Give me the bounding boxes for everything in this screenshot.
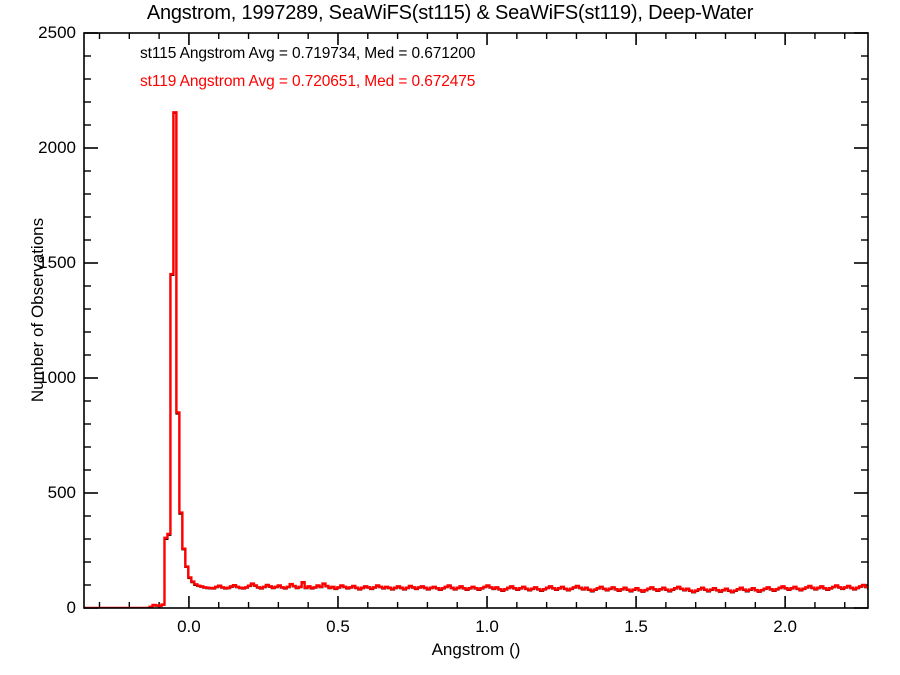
x-tick-label: 1.0 xyxy=(475,617,499,636)
series-st119 xyxy=(84,111,868,608)
y-tick-label: 1000 xyxy=(38,368,76,387)
y-axis-title: Number of Observations xyxy=(28,217,47,403)
x-tick-label: 0.5 xyxy=(326,617,350,636)
x-tick-label: 1.5 xyxy=(624,617,648,636)
annotation-st119: st119 Angstrom Avg = 0.720651, Med = 0.6… xyxy=(140,73,476,90)
y-tick-label: 500 xyxy=(47,483,76,502)
series-st115 xyxy=(84,112,868,608)
x-axis-title: Angstrom () xyxy=(431,640,521,659)
y-tick-label: 1500 xyxy=(38,253,76,272)
chart-title: Angstrom, 1997289, SeaWiFS(st115) & SeaW… xyxy=(146,2,754,24)
plot-frame xyxy=(83,32,869,609)
x-tick-label: 0.0 xyxy=(177,617,201,636)
x-tick-label: 2.0 xyxy=(773,617,797,636)
plot-frame-box xyxy=(83,32,869,609)
y-tick-label: 2000 xyxy=(38,138,76,157)
axis-layer xyxy=(84,32,868,609)
series-layer xyxy=(84,111,868,608)
y-tick-label: 2500 xyxy=(38,23,76,42)
annotation-st115: st115 Angstrom Avg = 0.719734, Med = 0.6… xyxy=(140,45,476,62)
y-tick-label: 0 xyxy=(66,598,76,617)
